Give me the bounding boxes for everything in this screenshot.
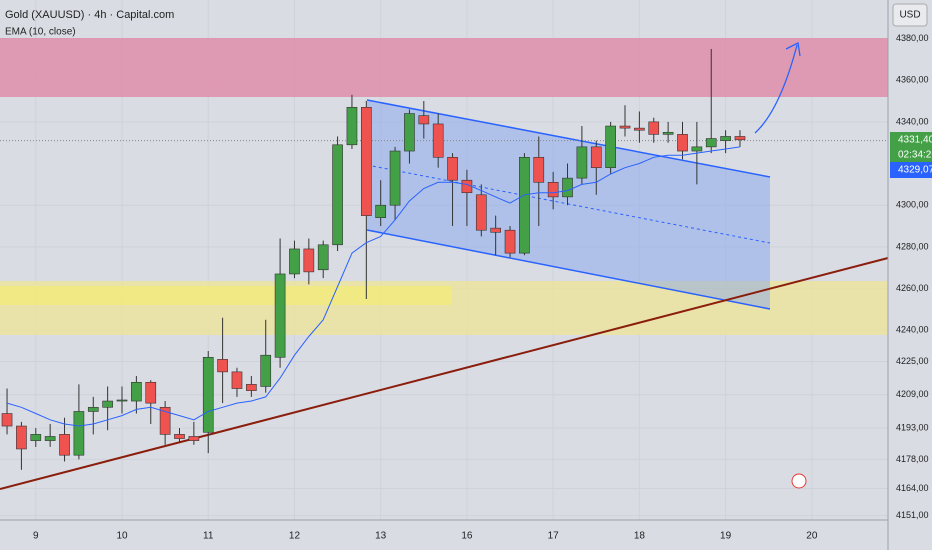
candle-body bbox=[662, 131, 674, 135]
channel-top bbox=[366, 99, 771, 178]
chart-title: Gold (XAUUSD) · 4h · Capital.com bbox=[5, 9, 174, 21]
candle-body bbox=[145, 381, 157, 404]
y-tick-label: 4178,00 bbox=[896, 454, 929, 464]
candle-body bbox=[360, 106, 372, 216]
y-tick-label: 4209,00 bbox=[896, 389, 929, 399]
x-tick-label: 10 bbox=[116, 531, 128, 542]
candle-body bbox=[246, 384, 257, 391]
candle-body bbox=[317, 244, 329, 271]
y-tick-label: 4164,00 bbox=[896, 483, 929, 493]
candle-body bbox=[404, 113, 415, 152]
candle-body bbox=[720, 136, 731, 141]
candle-body bbox=[87, 406, 99, 412]
candle-body bbox=[59, 434, 70, 456]
candle-body bbox=[332, 144, 343, 246]
currency-box[interactable] bbox=[892, 3, 928, 27]
candle-body bbox=[605, 125, 616, 169]
candle-body bbox=[547, 181, 559, 198]
x-tick-label: 17 bbox=[548, 531, 560, 542]
candle-body bbox=[346, 106, 358, 146]
candle-body bbox=[677, 134, 688, 152]
x-tick-label: 18 bbox=[634, 531, 646, 542]
candle-body bbox=[475, 194, 487, 231]
x-tick-label: 12 bbox=[289, 531, 301, 542]
x-tick-label: 20 bbox=[806, 531, 818, 542]
x-tick-label: 16 bbox=[461, 531, 473, 542]
plot bbox=[1, 48, 746, 470]
candle-body bbox=[590, 146, 602, 169]
candle-body bbox=[576, 146, 588, 179]
candle-body bbox=[432, 123, 444, 158]
candle-body bbox=[217, 359, 228, 373]
candle-body bbox=[562, 177, 573, 198]
candle-body bbox=[490, 227, 501, 233]
candle-body bbox=[648, 121, 660, 135]
candle-body bbox=[504, 229, 516, 254]
ema-line bbox=[6, 146, 741, 427]
y-tick-label: 4260,00 bbox=[896, 283, 929, 293]
countdown-box bbox=[890, 148, 932, 162]
candle-body bbox=[30, 434, 42, 441]
candle-body bbox=[289, 248, 300, 275]
x-tick-label: 9 bbox=[33, 531, 39, 542]
candle-body bbox=[102, 400, 113, 408]
y-tick-label: 4340,00 bbox=[896, 116, 929, 126]
ema-box bbox=[890, 162, 932, 178]
event-icon[interactable] bbox=[791, 473, 807, 489]
y-tick-label: 4380,00 bbox=[896, 33, 929, 43]
candle-body bbox=[188, 436, 200, 441]
candle-body bbox=[519, 156, 530, 254]
arrow bbox=[754, 44, 798, 134]
candle-body bbox=[691, 146, 703, 152]
candle-body bbox=[705, 138, 717, 148]
last-price: 4331,40 bbox=[898, 135, 932, 146]
candle-body bbox=[202, 356, 214, 433]
currency: USD bbox=[899, 10, 920, 21]
trendline bbox=[0, 257, 889, 490]
channel-bottom bbox=[366, 229, 771, 310]
x-tick-label: 13 bbox=[375, 531, 387, 542]
countdown: 02:34:26 bbox=[898, 150, 932, 161]
x-tick-label: 19 bbox=[720, 531, 732, 542]
candle-body bbox=[447, 156, 458, 181]
supply-zone bbox=[0, 38, 888, 97]
indicator-label: EMA (10, close) bbox=[5, 27, 76, 38]
last-price-box bbox=[890, 132, 932, 148]
candle-body bbox=[734, 136, 746, 141]
candle-body bbox=[73, 411, 85, 456]
candle-body bbox=[389, 150, 401, 206]
arrow-head bbox=[785, 42, 801, 57]
demand-zone-core bbox=[0, 286, 452, 305]
y-tick-label: 4280,00 bbox=[896, 241, 929, 251]
candle-body bbox=[375, 204, 387, 219]
candle-body bbox=[274, 273, 286, 358]
candle-body bbox=[159, 406, 171, 435]
candle-body bbox=[44, 436, 56, 441]
candle-body bbox=[303, 248, 315, 273]
channel-mid bbox=[366, 164, 771, 244]
ema-value: 4329,07 bbox=[898, 165, 932, 176]
candle-body bbox=[260, 354, 272, 387]
candle-body bbox=[16, 425, 27, 450]
candle-body bbox=[418, 115, 430, 125]
y-tick-label: 4151,00 bbox=[896, 510, 929, 520]
y-tick-label: 4240,00 bbox=[896, 325, 929, 335]
candle-body bbox=[533, 156, 545, 183]
candle-body bbox=[1, 413, 13, 427]
candle-body bbox=[174, 434, 185, 439]
candle-body bbox=[116, 399, 128, 402]
y-tick-label: 4225,00 bbox=[896, 356, 929, 366]
y-tick-label: 4193,00 bbox=[896, 423, 929, 433]
x-tick-label: 11 bbox=[203, 531, 214, 542]
candle-body bbox=[619, 125, 631, 129]
candle-body bbox=[131, 381, 142, 402]
y-tick-label: 4300,00 bbox=[896, 200, 929, 210]
candle-body bbox=[231, 371, 243, 389]
candle-body bbox=[634, 127, 645, 131]
y-tick-label: 4360,00 bbox=[896, 75, 929, 85]
